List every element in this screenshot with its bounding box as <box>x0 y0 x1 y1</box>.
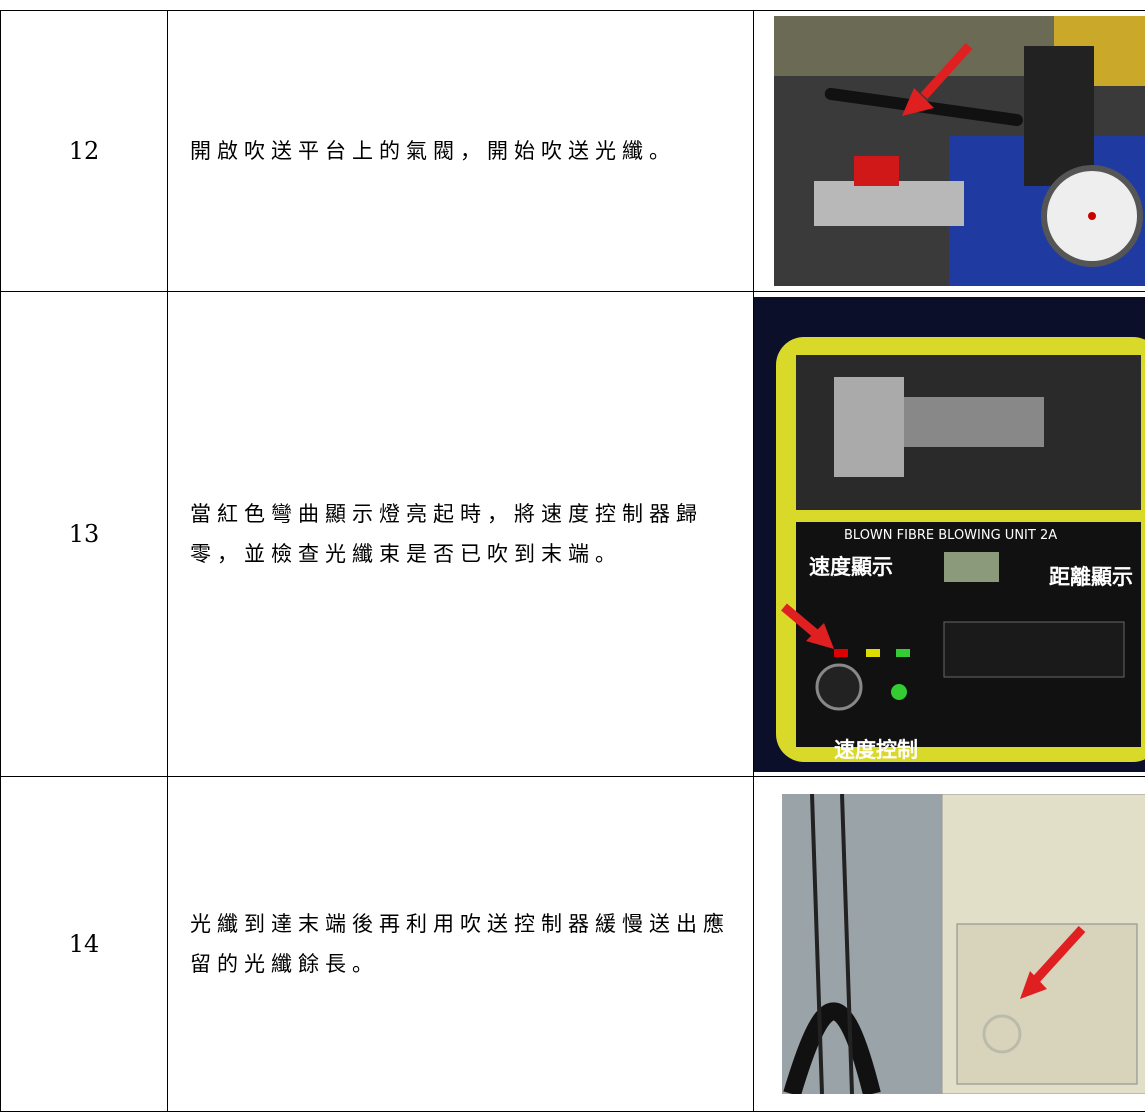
photo-cell: BLOWN FIBRE BLOWING UNIT 2A 速度顯示 距離顯示 速度… <box>754 292 1145 777</box>
row: 12 開啟吹送平台上的氣閥，開始吹送光纖。 <box>1 11 1145 292</box>
photo-cabinet <box>782 794 1145 1094</box>
row: 13 當紅色彎曲顯示燈亮起時，將速度控制器歸零，並檢查光纖束是否已吹到末端。 B… <box>1 292 1145 777</box>
photo-label: 速度顯示 <box>809 555 893 579</box>
step-number: 13 <box>1 292 168 777</box>
photo-device: BLOWN FIBRE BLOWING UNIT 2A 速度顯示 距離顯示 速度… <box>754 297 1145 772</box>
row: 14 光纖到達末端後再利用吹送控制器緩慢送出應留的光纖餘長。 <box>1 777 1145 1112</box>
step-text: 開啟吹送平台上的氣閥，開始吹送光纖。 <box>168 11 754 292</box>
step-text: 當紅色彎曲顯示燈亮起時，將速度控制器歸零，並檢查光纖束是否已吹到末端。 <box>168 292 754 777</box>
step-number: 12 <box>1 11 168 292</box>
steps-table: 12 開啟吹送平台上的氣閥，開始吹送光纖。 13 當紅色彎曲顯示燈亮起時，將速度… <box>0 10 1145 1112</box>
photo-cell <box>754 11 1145 292</box>
photo-label: 距離顯示 <box>1049 565 1133 589</box>
device-label: BLOWN FIBRE BLOWING UNIT 2A <box>844 528 1057 543</box>
photo-valve <box>774 16 1145 286</box>
photo-label: 速度控制 <box>834 738 918 762</box>
step-text: 光纖到達末端後再利用吹送控制器緩慢送出應留的光纖餘長。 <box>168 777 754 1112</box>
photo-cell <box>754 777 1145 1112</box>
step-number: 14 <box>1 777 168 1112</box>
